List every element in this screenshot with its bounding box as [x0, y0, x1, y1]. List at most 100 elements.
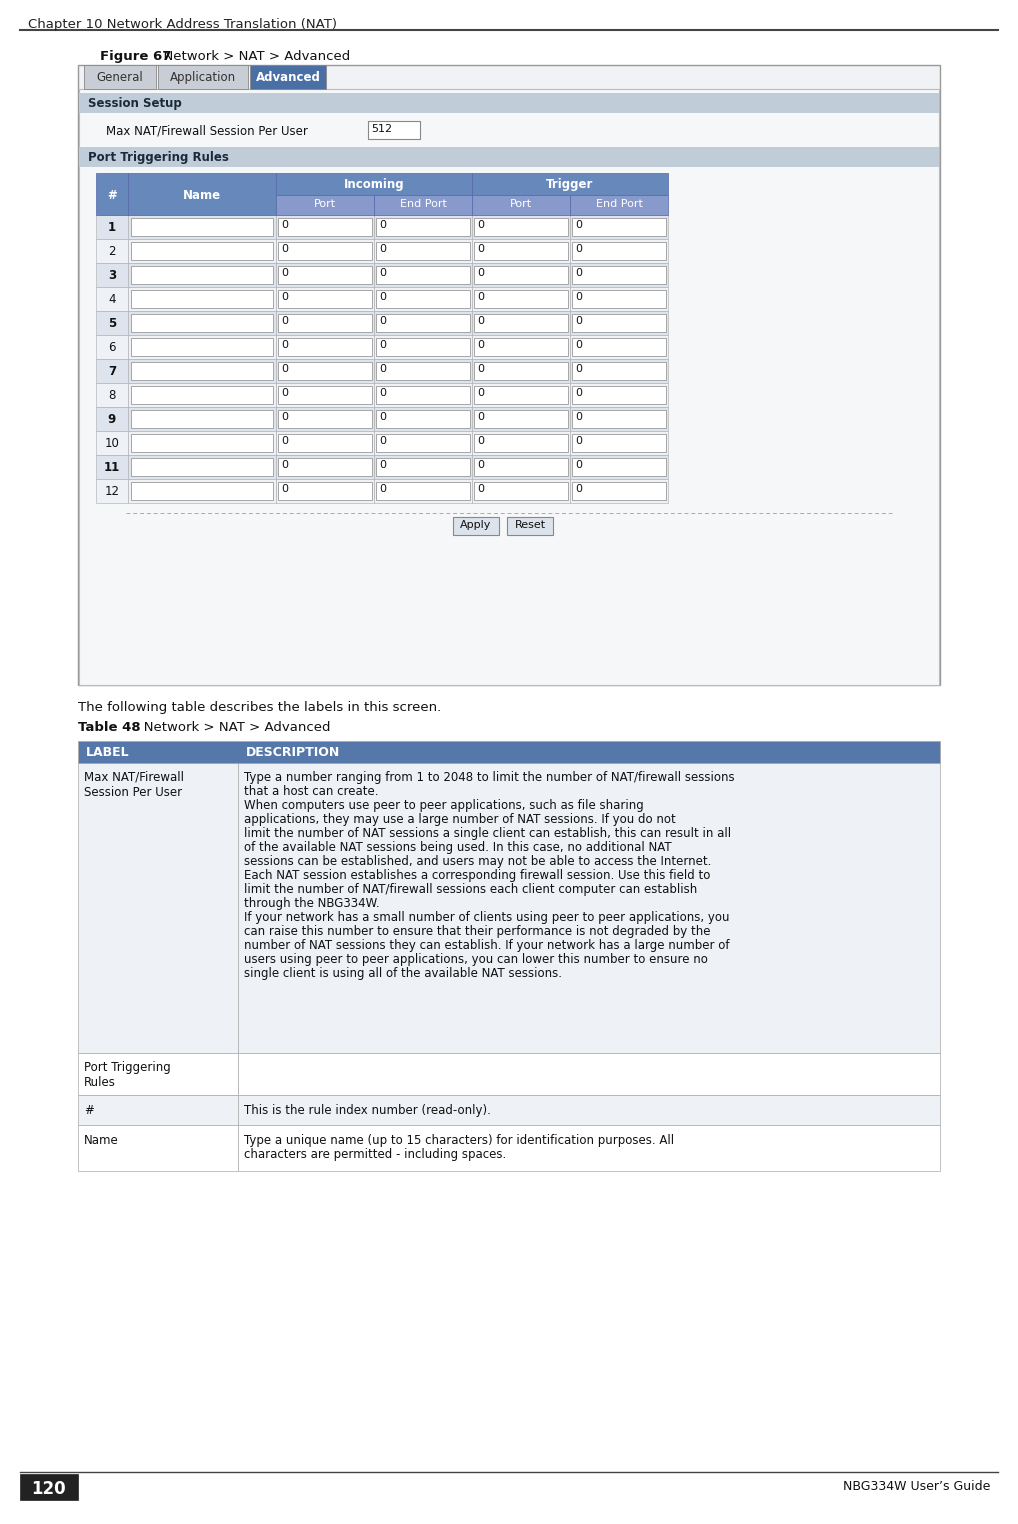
Text: of the available NAT sessions being used. In this case, no additional NAT: of the available NAT sessions being used… [244, 841, 672, 853]
Text: End Port: End Port [596, 200, 642, 209]
Bar [572, 363, 666, 379]
Bar [572, 267, 666, 283]
Bar [96, 335, 128, 360]
Bar [20, 1474, 78, 1500]
Bar [131, 290, 273, 308]
Bar [128, 431, 276, 456]
Text: Port: Port [510, 200, 532, 209]
Text: limit the number of NAT/firewall sessions each client computer can establish: limit the number of NAT/firewall session… [244, 882, 697, 896]
Bar [570, 215, 668, 239]
Text: 0: 0 [379, 219, 386, 230]
Text: Name: Name [84, 1134, 119, 1148]
Bar [128, 479, 276, 503]
Bar [278, 314, 372, 332]
Text: that a host can create.: that a host can create. [244, 785, 379, 799]
Text: 0: 0 [281, 460, 288, 469]
Bar [96, 311, 128, 335]
Text: characters are permitted - including spaces.: characters are permitted - including spa… [244, 1148, 506, 1161]
Text: 0: 0 [281, 244, 288, 255]
Bar [570, 335, 668, 360]
Bar [278, 459, 372, 475]
Bar [131, 482, 273, 500]
Bar [507, 517, 553, 535]
Bar [128, 311, 276, 335]
Bar [96, 215, 128, 239]
Text: Port: Port [314, 200, 336, 209]
Text: 0: 0 [281, 389, 288, 398]
Bar [472, 479, 570, 503]
Text: Network > NAT > Advanced: Network > NAT > Advanced [131, 721, 331, 735]
Text: 0: 0 [477, 460, 484, 469]
Bar [376, 242, 470, 261]
Text: 0: 0 [281, 315, 288, 326]
Text: 0: 0 [281, 219, 288, 230]
Bar [474, 267, 568, 283]
Bar [278, 267, 372, 283]
Bar [474, 386, 568, 404]
Text: 0: 0 [477, 268, 484, 277]
Bar [572, 290, 666, 308]
Text: sessions can be established, and users may not be able to access the Internet.: sessions can be established, and users m… [244, 855, 712, 869]
Bar [572, 218, 666, 236]
Bar [278, 410, 372, 428]
Bar [472, 287, 570, 311]
Text: 0: 0 [477, 244, 484, 255]
Bar [570, 195, 668, 215]
Bar [474, 363, 568, 379]
Text: The following table describes the labels in this screen.: The following table describes the labels… [78, 701, 441, 715]
Bar [570, 383, 668, 407]
Text: Network > NAT > Advanced: Network > NAT > Advanced [155, 50, 350, 62]
Text: 0: 0 [379, 411, 386, 422]
Text: 0: 0 [281, 268, 288, 277]
Bar [472, 264, 570, 287]
Bar [472, 360, 570, 383]
Bar [276, 456, 374, 479]
Text: Each NAT session establishes a corresponding firewall session. Use this field to: Each NAT session establishes a correspon… [244, 869, 711, 882]
Bar [374, 383, 472, 407]
Bar [276, 311, 374, 335]
Text: General: General [97, 72, 144, 84]
Text: single client is using all of the available NAT sessions.: single client is using all of the availa… [244, 968, 562, 980]
Bar [572, 242, 666, 261]
Bar [158, 66, 248, 88]
Text: 0: 0 [575, 219, 582, 230]
Bar [276, 215, 374, 239]
Text: 0: 0 [575, 436, 582, 447]
Text: 0: 0 [477, 293, 484, 302]
Text: through the NBG334W.: through the NBG334W. [244, 898, 380, 910]
Text: 120: 120 [32, 1480, 66, 1498]
Bar [374, 335, 472, 360]
Bar [131, 459, 273, 475]
Bar [131, 386, 273, 404]
Bar [96, 383, 128, 407]
Bar [131, 363, 273, 379]
Bar [474, 338, 568, 357]
Text: 5: 5 [108, 317, 116, 331]
Bar [276, 174, 472, 195]
Bar [276, 360, 374, 383]
Bar [131, 267, 273, 283]
Bar [131, 434, 273, 453]
Text: 0: 0 [379, 315, 386, 326]
Bar [96, 456, 128, 479]
Bar [374, 456, 472, 479]
Text: NBG334W User’s Guide: NBG334W User’s Guide [843, 1480, 989, 1494]
Bar [79, 88, 939, 684]
Text: Incoming: Incoming [344, 178, 404, 190]
Bar [572, 386, 666, 404]
Bar [374, 407, 472, 431]
Bar [570, 311, 668, 335]
Text: applications, they may use a large number of NAT sessions. If you do not: applications, they may use a large numbe… [244, 812, 676, 826]
Bar [238, 1053, 940, 1096]
Bar [128, 264, 276, 287]
Bar [474, 482, 568, 500]
Bar [472, 335, 570, 360]
Text: 0: 0 [379, 364, 386, 373]
Bar [472, 195, 570, 215]
Bar [570, 239, 668, 264]
Bar [128, 456, 276, 479]
Bar [278, 290, 372, 308]
Bar [376, 290, 470, 308]
Bar [367, 120, 420, 139]
Bar [572, 410, 666, 428]
